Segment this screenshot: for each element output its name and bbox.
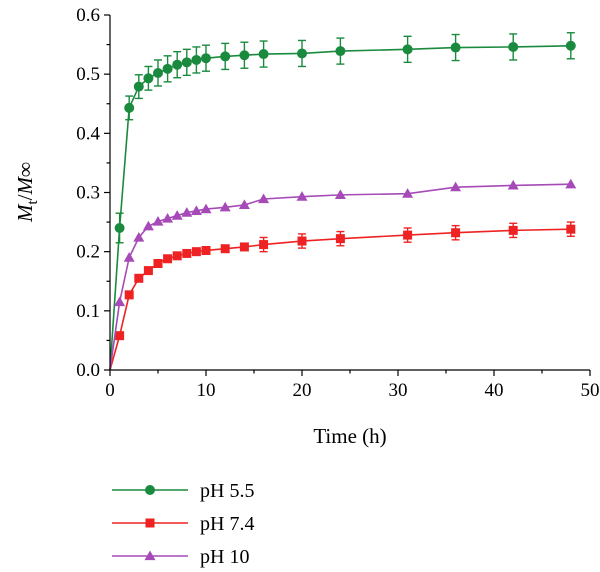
- y-label-minf: M∞: [13, 162, 37, 195]
- y-axis-label: Mt/M∞: [13, 162, 41, 223]
- data-point: [297, 48, 307, 59]
- series-circle: [109, 32, 576, 371]
- series-triangle: [109, 178, 577, 371]
- data-point: [508, 225, 518, 235]
- data-point: [172, 251, 182, 261]
- y-tick-label-3: 0.3: [76, 183, 100, 204]
- data-point: [124, 290, 134, 300]
- data-point: [258, 49, 269, 60]
- data-point: [114, 296, 126, 307]
- axes: [109, 15, 590, 371]
- data-point: [133, 81, 144, 92]
- data-point: [152, 215, 164, 226]
- data-point: [153, 67, 163, 78]
- data-point: [182, 248, 192, 258]
- legend-item-2: pH 10: [112, 546, 249, 568]
- data-point: [114, 223, 125, 233]
- data-point: [171, 210, 183, 220]
- x-ticks: 0 10 20 30 40 50: [105, 370, 600, 401]
- x-axis-label: Time (h): [313, 424, 386, 448]
- data-point: [402, 188, 414, 198]
- y-label-sub: t: [25, 199, 41, 204]
- data-point: [565, 40, 576, 51]
- y-tick-label-0: 0.0: [76, 360, 100, 381]
- legend-label-0: pH 5.5: [200, 480, 254, 502]
- legend-item-0: pH 5.5: [112, 480, 254, 502]
- y-label-slash: /: [13, 194, 37, 200]
- data-point: [134, 273, 144, 283]
- data-point: [296, 191, 308, 201]
- series-line-0: [109, 44, 571, 371]
- data-point: [123, 252, 135, 262]
- data-point: [190, 205, 202, 215]
- data-point: [239, 50, 250, 61]
- y-tick-label-1: 0.1: [76, 301, 100, 322]
- data-point: [162, 213, 174, 223]
- x-tick-label-3: 30: [389, 380, 408, 401]
- data-point: [451, 228, 461, 238]
- data-point: [566, 224, 576, 234]
- x-tick-label-4: 40: [485, 380, 504, 401]
- data-point: [153, 259, 163, 268]
- legend-marker: [145, 485, 155, 495]
- series-square: [109, 221, 576, 371]
- data-point: [220, 51, 231, 62]
- y-tick-label-2: 0.2: [76, 242, 100, 263]
- x-tick-label-0: 0: [105, 380, 115, 401]
- data-point: [143, 266, 153, 276]
- data-point: [402, 44, 413, 55]
- data-point: [450, 42, 461, 53]
- data-point: [403, 230, 413, 240]
- data-point: [238, 199, 250, 210]
- data-point: [133, 231, 145, 242]
- plot-area: [109, 32, 577, 371]
- data-point: [124, 102, 135, 113]
- y-label-m: M: [13, 203, 37, 223]
- y-tick-label-5: 0.5: [76, 64, 100, 85]
- data-point: [181, 57, 192, 68]
- data-point: [181, 207, 193, 217]
- data-point: [191, 247, 201, 257]
- y-tick-label-6: 0.6: [76, 5, 100, 26]
- data-point: [508, 41, 519, 52]
- y-ticks: 0.0 0.1 0.2 0.3 0.4 0.5 0.6: [76, 5, 110, 381]
- x-tick-label-2: 20: [293, 380, 312, 401]
- x-tick-label-1: 10: [197, 380, 216, 401]
- data-point: [163, 254, 173, 264]
- legend: pH 5.5 pH 7.4 pH 10: [112, 480, 254, 568]
- data-point: [507, 179, 519, 190]
- data-point: [335, 234, 345, 244]
- legend-label-2: pH 10: [200, 546, 249, 568]
- legend-marker: [144, 550, 156, 561]
- data-point: [258, 193, 270, 204]
- data-point: [220, 244, 230, 254]
- data-point: [201, 245, 211, 255]
- data-point: [335, 46, 346, 57]
- data-point: [115, 331, 125, 341]
- data-point: [172, 59, 183, 70]
- data-point: [142, 220, 154, 231]
- legend-label-1: pH 7.4: [200, 513, 254, 535]
- data-point: [143, 73, 154, 84]
- data-point: [201, 53, 211, 64]
- data-point: [162, 63, 173, 74]
- y-tick-label-4: 0.4: [76, 123, 100, 144]
- series-line-1: [109, 228, 571, 371]
- series-line-2: [109, 183, 571, 371]
- data-point: [239, 242, 249, 252]
- data-point: [297, 236, 307, 246]
- legend-item-1: pH 7.4: [112, 513, 254, 535]
- data-point: [259, 240, 269, 250]
- data-point: [200, 203, 212, 214]
- data-point: [334, 189, 346, 199]
- data-point: [219, 201, 231, 212]
- x-tick-label-5: 50: [581, 380, 600, 401]
- data-point: [191, 54, 202, 65]
- data-point: [565, 178, 577, 189]
- legend-marker: [145, 518, 155, 528]
- data-point: [450, 181, 462, 192]
